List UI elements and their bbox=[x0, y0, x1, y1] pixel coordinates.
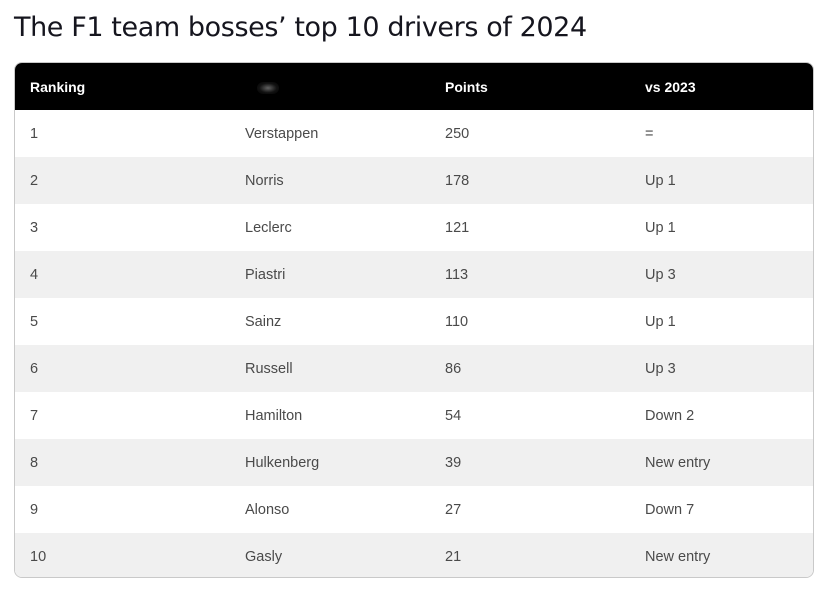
cell-points: 250 bbox=[445, 125, 470, 142]
cell-driver: Sainz bbox=[245, 313, 282, 330]
table-header-row: Ranking Points vs 2023 bbox=[15, 63, 813, 110]
cell-vs-2023: Down 7 bbox=[645, 501, 695, 518]
column-header-vs-2023: vs 2023 bbox=[645, 78, 696, 95]
cell-ranking: 4 bbox=[30, 266, 39, 283]
cell-points: 86 bbox=[445, 360, 462, 377]
cell-driver: Russell bbox=[245, 360, 293, 377]
cell-driver: Norris bbox=[245, 172, 284, 189]
cell-driver: Alonso bbox=[245, 501, 290, 518]
cell-ranking: 3 bbox=[30, 219, 39, 236]
cell-ranking: 7 bbox=[30, 407, 39, 424]
cell-vs-2023: Up 1 bbox=[645, 313, 676, 330]
rankings-table: Ranking Points vs 2023 1 Verstappen 250 = 2 N… bbox=[15, 63, 813, 577]
cell-points: 39 bbox=[445, 454, 462, 471]
cell-driver: Hulkenberg bbox=[245, 454, 320, 471]
cell-ranking: 5 bbox=[30, 313, 39, 330]
cell-vs-2023: = bbox=[645, 125, 654, 142]
cell-points: 121 bbox=[445, 219, 470, 236]
cell-vs-2023: Up 1 bbox=[645, 219, 676, 236]
cell-points: 54 bbox=[445, 407, 462, 424]
cell-driver: Hamilton bbox=[245, 407, 303, 424]
table-row: 2 Norris 178 Up 1 bbox=[15, 157, 813, 204]
table-row: 1 Verstappen 250 = bbox=[15, 110, 813, 157]
cell-vs-2023: New entry bbox=[645, 548, 711, 565]
cell-ranking: 1 bbox=[30, 125, 39, 142]
table-row: 5 Sainz 110 Up 1 bbox=[15, 298, 813, 345]
cell-points: 27 bbox=[445, 501, 462, 518]
cell-driver: Leclerc bbox=[245, 219, 292, 236]
table-row: 10 Gasly 21 New entry bbox=[15, 533, 813, 577]
table-body: 1 Verstappen 250 = 2 Norris 178 Up 1 3 Leclerc 121… bbox=[15, 110, 813, 577]
cell-vs-2023: Up 3 bbox=[645, 266, 676, 283]
cell-points: 113 bbox=[445, 266, 469, 283]
cell-driver: Piastri bbox=[245, 266, 286, 283]
cell-ranking: 6 bbox=[30, 360, 39, 377]
page-title: The F1 team bosses’ top 10 drivers of 20… bbox=[14, 12, 587, 43]
column-header-driver bbox=[245, 63, 445, 110]
cell-ranking: 9 bbox=[30, 501, 39, 518]
cell-driver: Gasly bbox=[245, 548, 283, 565]
table-row: 6 Russell 86 Up 3 bbox=[15, 345, 813, 392]
table-row: 9 Alonso 27 Down 7 bbox=[15, 486, 813, 533]
cell-driver: Verstappen bbox=[245, 125, 319, 142]
cell-points: 21 bbox=[445, 548, 462, 565]
table-row: 8 Hulkenberg 39 New entry bbox=[15, 439, 813, 486]
cell-vs-2023: Up 1 bbox=[645, 172, 676, 189]
cell-vs-2023: New entry bbox=[645, 454, 711, 471]
column-header-ranking: Ranking bbox=[30, 78, 86, 95]
cell-ranking: 10 bbox=[30, 548, 47, 565]
blurred-header-label bbox=[257, 81, 279, 94]
table-header: Ranking Points vs 2023 bbox=[15, 63, 813, 110]
cell-ranking: 2 bbox=[30, 172, 39, 189]
table-row: 3 Leclerc 121 Up 1 bbox=[15, 204, 813, 251]
cell-vs-2023: Up 3 bbox=[645, 360, 676, 377]
cell-points: 110 bbox=[445, 313, 469, 330]
cell-points: 178 bbox=[445, 172, 470, 189]
cell-vs-2023: Down 2 bbox=[645, 407, 695, 424]
column-header-points: Points bbox=[445, 78, 488, 95]
rankings-table-container: Ranking Points vs 2023 1 Verstappen 250 = 2 N… bbox=[14, 62, 814, 578]
table-row: 7 Hamilton 54 Down 2 bbox=[15, 392, 813, 439]
cell-ranking: 8 bbox=[30, 454, 39, 471]
table-row: 4 Piastri 113 Up 3 bbox=[15, 251, 813, 298]
